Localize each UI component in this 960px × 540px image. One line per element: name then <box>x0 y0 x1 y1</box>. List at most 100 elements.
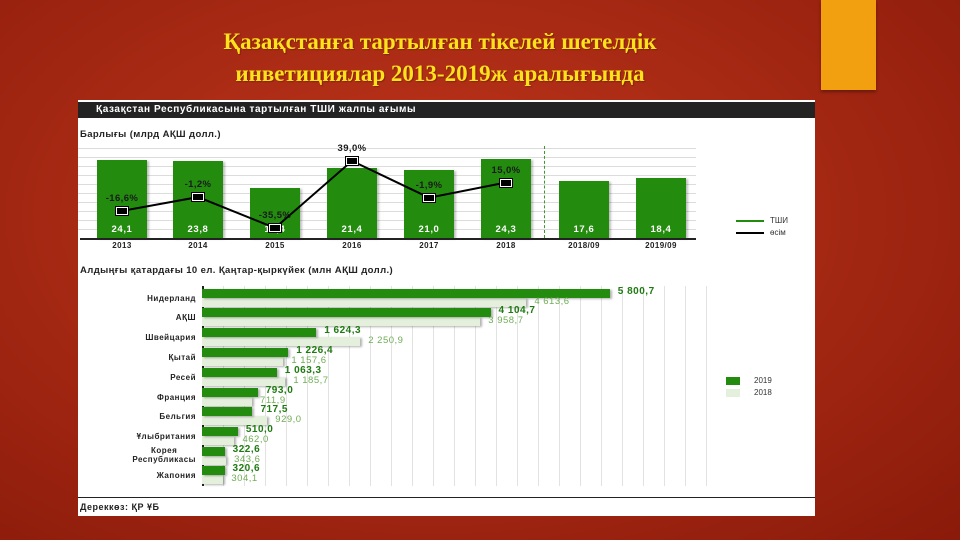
x-tick-label: 2019/09 <box>645 241 677 250</box>
country-row: 4 104,7 3 958,7 <box>202 305 707 327</box>
bar-2018: 24,3 <box>481 159 531 238</box>
bar-2019 <box>202 328 317 337</box>
value-label-2019: 1 226,4 <box>296 345 334 356</box>
country-label: Жапония <box>156 471 196 480</box>
bar-value-label: 23,8 <box>187 223 209 235</box>
bar-2018 <box>202 397 253 406</box>
legend-label: өсім <box>770 228 786 237</box>
growth-marker <box>422 192 436 203</box>
bar-2019 <box>202 289 610 298</box>
bar-2018 <box>202 377 286 386</box>
value-label-2019: 793,0 <box>265 385 294 396</box>
gridline <box>78 220 696 221</box>
bar-value-label: 21,4 <box>341 223 363 235</box>
legend-swatch <box>736 219 764 222</box>
bar-2019 <box>202 368 277 377</box>
value-label-2018: 2 250,9 <box>368 335 404 346</box>
gridline <box>370 286 371 486</box>
x-tick-label: 2018 <box>496 241 516 250</box>
growth-label: -1,2% <box>184 179 212 191</box>
legend-item-growth: өсім <box>736 228 786 237</box>
bar-value-label: 18,4 <box>650 223 672 235</box>
country-label: Нидерланд <box>147 294 196 303</box>
country-row: 1 063,3 1 185,7 <box>202 365 707 387</box>
top-countries-chart: 5 800,7 4 613,6 4 104,7 3 958,7 1 624,3 2 250… <box>202 286 707 486</box>
gridline <box>685 286 686 486</box>
country-row: 717,5 929,0 <box>202 404 707 426</box>
country-label: Ұлыбритания <box>136 432 196 441</box>
bar-2019 <box>202 407 253 416</box>
fdi-total-chart: 24,1201323,8201415,4201521,4201621,02017… <box>78 140 815 255</box>
bar-2018/09: 17,6 <box>559 180 609 238</box>
gridline <box>78 184 696 185</box>
legend-swatch-2018 <box>726 388 740 397</box>
value-label-2018: 4 613,6 <box>534 296 570 307</box>
x-axis <box>80 238 696 240</box>
bar-2019 <box>202 308 491 317</box>
gridline <box>328 286 329 486</box>
legend-swatch <box>736 231 764 234</box>
growth-label: -35,5% <box>258 209 292 221</box>
gridline <box>517 286 518 486</box>
gridline <box>78 148 696 149</box>
x-tick-label: 2013 <box>112 241 132 250</box>
growth-label: -16,6% <box>105 192 139 204</box>
gridline <box>78 229 696 230</box>
bar-2018 <box>202 337 361 346</box>
legend-item-2019: 2019 <box>726 376 772 385</box>
growth-marker <box>345 155 359 166</box>
gridline <box>223 286 224 486</box>
bar-2018 <box>202 456 227 465</box>
country-label: Швейцария <box>145 333 196 342</box>
country-label: Ресей <box>170 373 196 382</box>
gridline <box>78 157 696 158</box>
gridline <box>454 286 455 486</box>
gridline <box>78 211 696 212</box>
gridline <box>475 286 476 486</box>
gridline <box>496 286 497 486</box>
bar-2018 <box>202 357 284 366</box>
source-note: Дереккөз: ҚР ҰБ <box>80 502 160 512</box>
bar-2018 <box>202 475 224 484</box>
legend-label: ТШИ <box>770 216 788 225</box>
slide-title-line-1: Қазақстанға тартылған тікелей шетелдік <box>223 29 657 54</box>
gridline <box>559 286 560 486</box>
legend-item-2018: 2018 <box>726 388 772 397</box>
bar-2019/09: 18,4 <box>636 178 686 238</box>
growth-marker <box>268 222 282 233</box>
x-tick-label: 2018/09 <box>568 241 600 250</box>
gridline <box>78 193 696 194</box>
gridline <box>538 286 539 486</box>
x-tick-label: 2015 <box>265 241 285 250</box>
value-label-2019: 510,0 <box>245 424 274 435</box>
x-tick-label: 2016 <box>342 241 362 250</box>
country-label: Корея Республикасы <box>132 446 196 464</box>
country-label: АҚШ <box>175 313 196 322</box>
bar-2018 <box>202 416 268 425</box>
value-label-2019: 1 624,3 <box>324 325 362 336</box>
value-label-2019: 322,6 <box>232 444 261 455</box>
legend-item-fdi: ТШИ <box>736 216 788 225</box>
legend-swatch-2019 <box>726 376 740 385</box>
gridline <box>664 286 665 486</box>
value-label-2018: 343,6 <box>234 454 261 465</box>
value-label-2019: 320,6 <box>232 463 261 474</box>
bottom-chart-title: Алдыңғы қатардағы 10 ел. Қаңтар-қыркүйек… <box>80 265 394 276</box>
bar-2019 <box>202 427 238 436</box>
gridline <box>349 286 350 486</box>
country-label: Франция <box>157 393 196 402</box>
bar-2018 <box>202 298 527 307</box>
gridline <box>265 286 266 486</box>
country-row: 1 226,4 1 157,6 <box>202 345 707 367</box>
chart-panel: Қазақстан Республикасына тартылған ТШИ ж… <box>78 100 815 516</box>
x-tick-label: 2017 <box>419 241 439 250</box>
value-label-2018: 929,0 <box>275 414 302 425</box>
gridline <box>307 286 308 486</box>
value-label-2018: 3 958,7 <box>488 315 524 326</box>
bar-2016: 21,4 <box>327 168 377 238</box>
gridline <box>244 286 245 486</box>
country-label: Бельгия <box>159 412 196 421</box>
bar-2019 <box>202 447 225 456</box>
source-divider <box>78 497 815 498</box>
growth-marker <box>115 205 129 216</box>
